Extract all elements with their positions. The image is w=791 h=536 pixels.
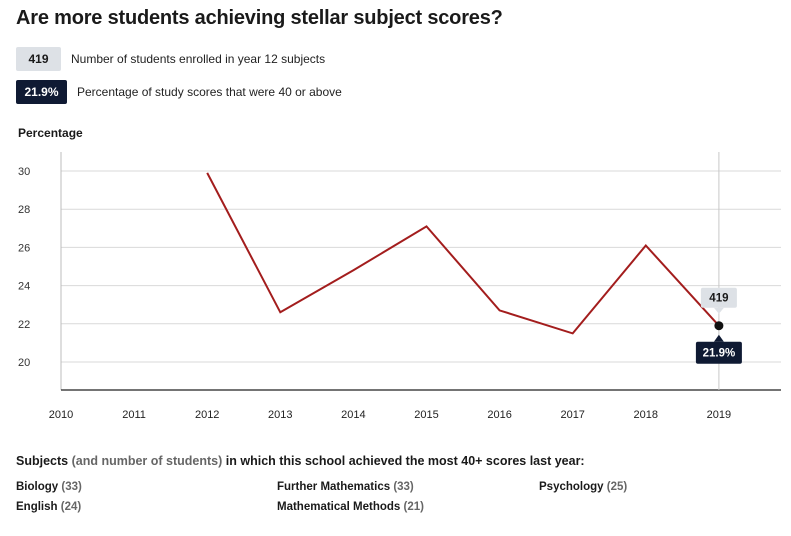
subjects-heading-muted: (and number of students) xyxy=(71,454,223,468)
chart-title: Are more students achieving stellar subj… xyxy=(16,7,503,29)
subject-item: Further Mathematics (33) xyxy=(277,481,414,493)
percentage-badge: 21.9% xyxy=(16,80,67,104)
y-tick-label: 28 xyxy=(18,204,30,216)
y-axis-label: Percentage xyxy=(18,126,83,140)
highlight-top-badge xyxy=(700,287,737,308)
subject-count: (33) xyxy=(61,481,82,493)
x-tick-label: 2015 xyxy=(414,409,438,421)
subject-name: Mathematical Methods xyxy=(277,501,401,513)
y-tick-label: 24 xyxy=(18,281,30,293)
x-tick-label: 2010 xyxy=(49,409,73,421)
subject-item: Biology (33) xyxy=(16,481,82,493)
x-tick-label: 2013 xyxy=(268,409,292,421)
highlight-point xyxy=(714,321,724,331)
subject-name: Psychology xyxy=(539,481,604,493)
subject-name: English xyxy=(16,501,58,513)
subject-count: (24) xyxy=(60,501,82,513)
subject-name: Biology xyxy=(16,481,59,493)
subjects-heading: Subjects (and number of students) in whi… xyxy=(16,454,585,468)
legend-enrolled: 419 Number of students enrolled in year … xyxy=(16,47,325,71)
series-line xyxy=(206,172,720,335)
x-tick-label: 2011 xyxy=(122,409,146,421)
subject-count: (25) xyxy=(606,481,628,493)
highlight-bottom-label: 21.9% xyxy=(703,348,736,360)
x-tick-label: 2016 xyxy=(487,409,511,421)
subject-count: (21) xyxy=(403,501,424,513)
subjects-heading-bold: Subjects xyxy=(16,454,69,468)
subject-name: Further Mathematics xyxy=(277,481,391,493)
x-tick-label: 2019 xyxy=(707,409,731,421)
highlight-top-label: 419 xyxy=(709,293,728,305)
line-chart: 20 22 24 26 28 30 2010 2011 2012 2013 2014 2015 2016… xyxy=(18,152,781,421)
subject-item: Mathematical Methods (21) xyxy=(277,501,424,513)
x-tick-label: 2017 xyxy=(560,409,584,421)
enrolled-legend-text: Number of students enrolled in year 12 s… xyxy=(71,52,326,66)
subject-count: (33) xyxy=(393,481,414,493)
x-tick-label: 2014 xyxy=(341,409,365,421)
y-tick-label: 26 xyxy=(18,242,30,254)
y-tick-label: 22 xyxy=(18,319,30,331)
x-tick-label: 2012 xyxy=(195,409,219,421)
enrolled-badge: 419 xyxy=(16,47,61,71)
y-tick-label: 30 xyxy=(18,166,30,178)
highlight-bottom-badge xyxy=(695,341,742,364)
subjects-heading-rest: in which this school achieved the most 4… xyxy=(225,454,585,468)
percentage-legend-text: Percentage of study scores that were 40 … xyxy=(77,85,342,99)
x-tick-label: 2018 xyxy=(634,409,658,421)
legend-percentage: 21.9% Percentage of study scores that we… xyxy=(16,80,342,104)
subject-item: English (24) xyxy=(16,501,81,513)
y-tick-label: 20 xyxy=(18,357,30,369)
highlight-bottom-pointer xyxy=(713,334,724,342)
subject-item: Psychology (25) xyxy=(539,481,627,493)
highlight-top-pointer xyxy=(713,307,724,314)
